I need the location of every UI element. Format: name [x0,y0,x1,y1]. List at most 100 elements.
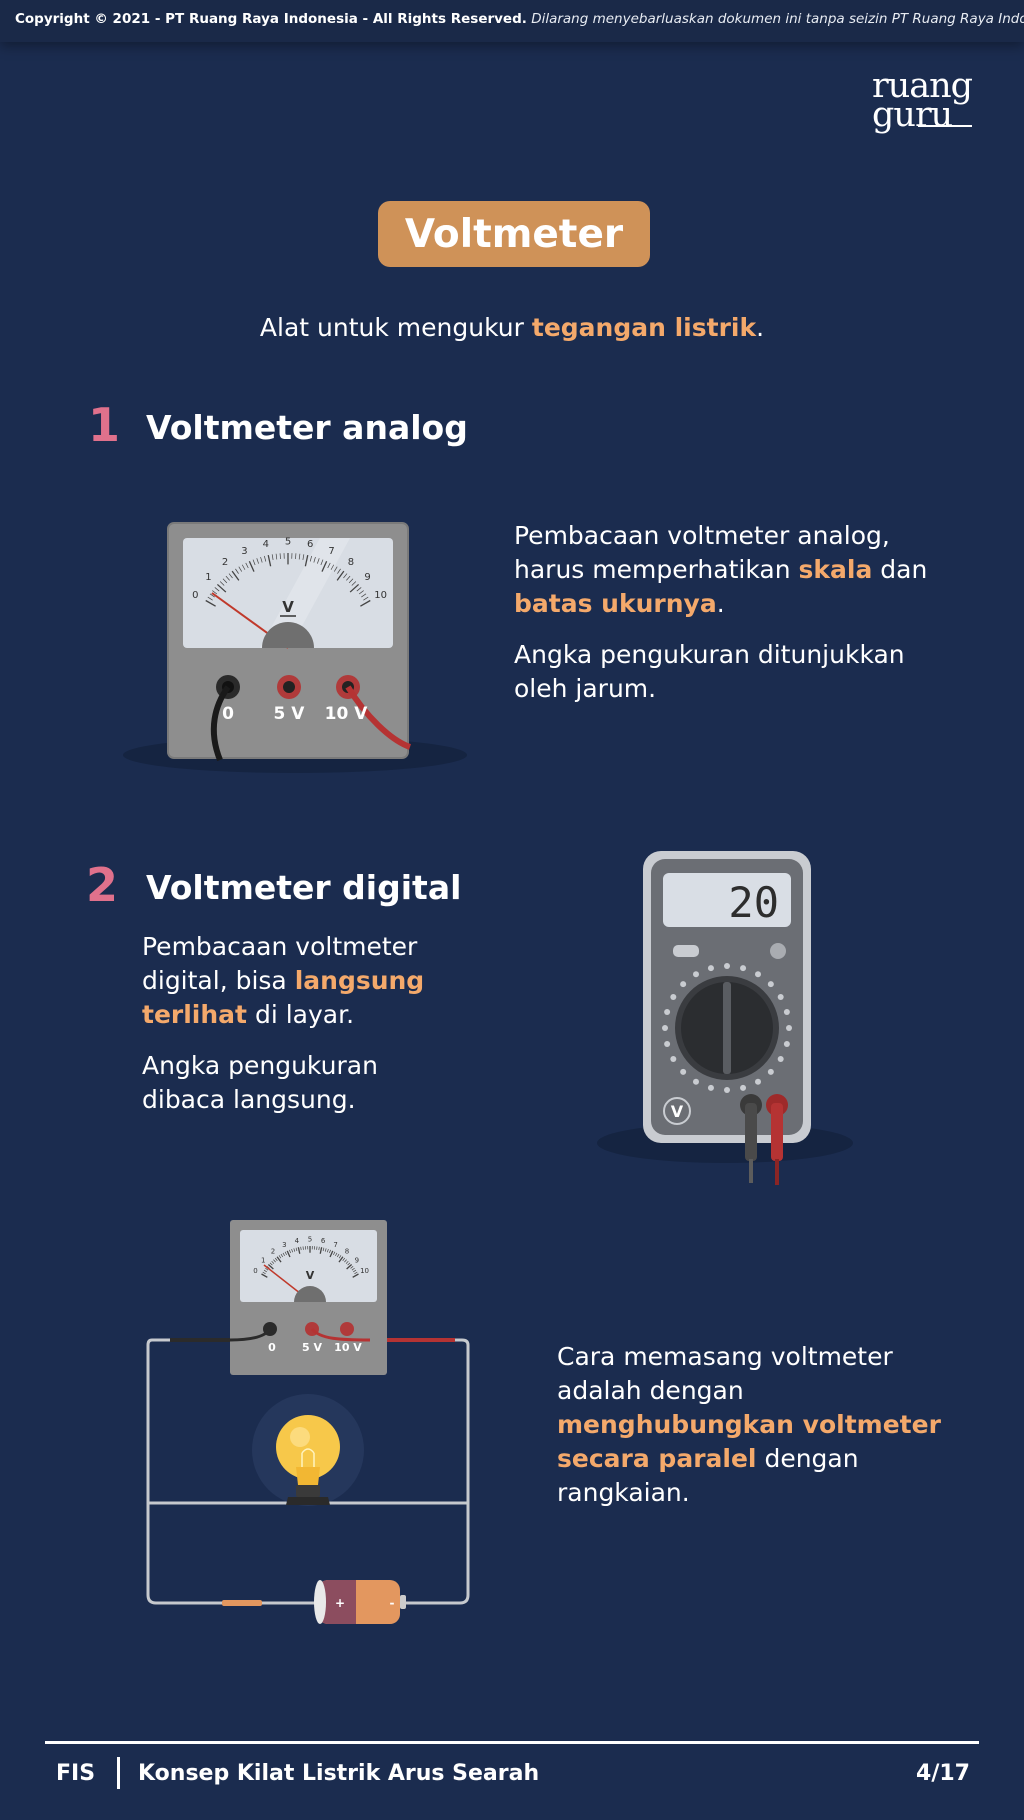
circuit-voltmeter-dial [240,1230,377,1302]
section-2-paragraph-2: Angka pengukuran dibaca langsung. [142,1051,378,1114]
scale-tick [264,555,267,562]
page-number: 4/17 [916,1761,970,1786]
scale-tick [304,554,309,567]
scale-tick [228,573,233,579]
scale-tick [336,1253,340,1258]
scale-tick [348,578,354,584]
scale-tick [333,1251,336,1256]
footer-title: Konsep Kilat Listrik Arus Searah [138,1761,540,1786]
dial-dot [664,1041,671,1048]
scale-tick [345,1260,349,1264]
scale-tick [209,593,215,598]
v-badge-label: V [671,1102,684,1121]
page-title: Voltmeter [378,201,650,267]
section-1-heading: Voltmeter analog [146,408,468,447]
scale-tick [280,1253,284,1258]
scale-tick [219,581,225,586]
v-badge [663,1097,691,1125]
dial-dot [662,1025,668,1031]
subtitle-end: . [756,313,765,342]
scale-tick [274,1257,278,1261]
scale-tick [322,1247,325,1252]
section-1-paragraph-1: Pembacaan voltmeter analog, harus memper… [514,519,944,621]
scale-tick [278,1255,282,1259]
scale-tick [238,566,243,572]
circuit-scale-label: 7 [333,1241,337,1249]
circuit-scale-label: 1 [261,1256,265,1264]
section-2-number: 2 [86,858,119,912]
circuit-scale-label: 6 [321,1237,326,1245]
battery-icon: + - [314,1580,406,1624]
s1-p1-end: . [716,589,725,618]
circuit-scale-label: 2 [271,1247,275,1255]
scale-tick [256,558,259,564]
analog-scale-label: 3 [241,546,247,557]
logo-line-1: ruang [872,66,973,106]
power-button [770,943,786,959]
s1-highlight-skala: skala [798,555,873,584]
dial-dot [680,981,687,988]
s3-highlight: menghubungkan voltmeter secara paralel [557,1410,941,1473]
battery-minus: - [390,1596,395,1610]
scale-tick [361,593,367,598]
analog-scale-label: 7 [328,546,334,557]
dial-dot [783,1008,790,1015]
dial-knob [723,982,731,1074]
s1-highlight-batas: batas ukurnya [514,589,717,618]
scale-tick [267,1264,274,1270]
s1-p1-mid: dan [872,555,928,584]
scale-tick [329,1249,331,1254]
circuit-scale-label: 9 [355,1256,359,1264]
dial-tick-dots [662,963,792,1093]
section-3-description: Cara memasang voltmeter adalah dengan me… [557,1340,977,1527]
scale-tick [324,1248,327,1252]
scale-tick [205,599,216,607]
black-probe-wire [210,685,231,762]
circuit-dial-unit: V [306,1269,315,1282]
ruangguru-logo: ruang guru [872,66,982,133]
display-reading: 20 [728,878,779,927]
section-2-heading: Voltmeter digital [146,868,462,907]
copyright-text: Copyright © 2021 - PT Ruang Raya Indones… [15,11,1024,27]
s1-p1-text: Pembacaan voltmeter analog, harus memper… [514,521,890,584]
dial-dot [777,994,784,1000]
copyright-notice: Copyright © 2021 - PT Ruang Raya Indones… [15,11,527,27]
scale-tick [267,554,272,567]
terminal-label-10v: 10 V [325,704,369,724]
section-1-number: 1 [88,398,121,452]
scale-tick [245,562,249,569]
scale-tick [262,1271,266,1275]
circuit-terminal-10v [340,1322,354,1336]
analog-scale-label: 10 [374,590,387,601]
scale-tick [289,1249,291,1254]
scale-tick [273,1259,276,1263]
scale-tick [282,1252,285,1257]
scale-tick [291,1248,294,1253]
light-bulb-icon [252,1394,364,1506]
dial-dot [767,1068,774,1075]
scale-tick [346,1264,353,1270]
page-title-text: Voltmeter [404,211,624,257]
s3-end: dengan rangkaian. [557,1444,859,1507]
scale-tick [271,554,274,561]
dial-dot [724,963,730,969]
circuit-scale-label: 5 [308,1235,312,1243]
scale-tick [284,1251,287,1256]
scale-tick [231,570,240,581]
red-probe [766,1094,788,1185]
dial-dot [767,981,774,988]
scale-tick [302,554,305,561]
circuit-terminal-label-5v: 5 V [302,1341,322,1354]
scale-tick [335,1252,338,1257]
analog-scale-label: 0 [192,590,198,601]
logo-underline [918,125,972,127]
dial-dot [724,1087,730,1093]
scale-tick [321,560,328,572]
terminal-5v [277,675,301,699]
scale-tick [330,564,335,570]
scale-tick [338,1256,344,1263]
scale-tick [295,1247,298,1252]
